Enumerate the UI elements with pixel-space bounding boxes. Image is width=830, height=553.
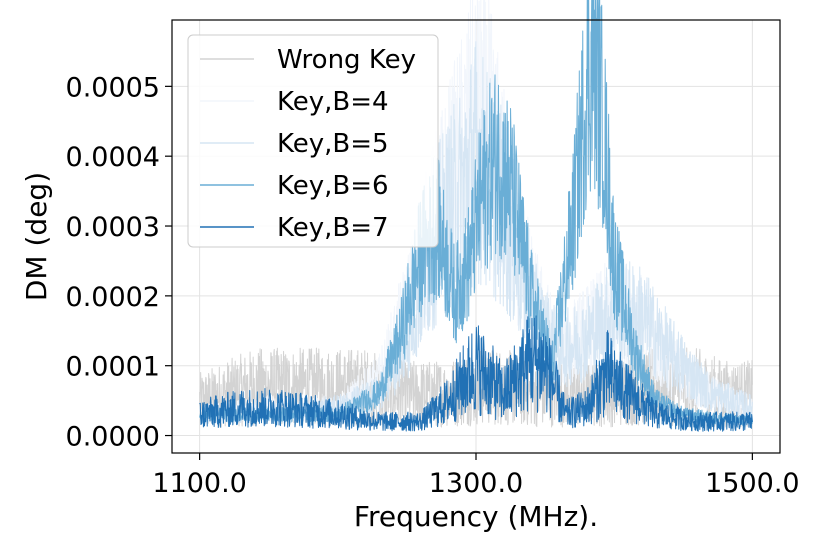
y-tick-label: 0.0005: [66, 72, 160, 103]
legend-entry: Key,B=5: [277, 129, 389, 159]
legend-entry: Key,B=4: [277, 87, 389, 117]
legend-entry: Key,B=7: [277, 213, 389, 243]
y-tick-label: 0.0003: [66, 212, 160, 243]
y-tick-label: 0.0004: [66, 142, 160, 173]
x-axis-label: Frequency (MHz).: [354, 500, 598, 533]
x-tick-label: 1100.0: [152, 468, 246, 499]
x-tick-label: 1300.0: [429, 468, 523, 499]
legend-entry: Wrong Key: [277, 45, 416, 75]
y-axis-label: DM (deg): [20, 172, 53, 301]
legend-entry: Key,B=6: [277, 171, 389, 201]
y-tick-label: 0.0000: [66, 422, 160, 453]
legend: Wrong Key Key,B=4 Key,B=5 Key,B=6 Key,B=7: [187, 34, 439, 248]
series-lines: [199, 0, 753, 432]
x-tick-label: 1500.0: [705, 468, 799, 499]
y-tick-label: 0.0002: [66, 282, 160, 313]
y-tick-label: 0.0001: [66, 352, 160, 383]
axis-ticks: 1100.0 1300.0 1500.0 0.0000 0.0001 0.0002 0.00…: [66, 72, 800, 499]
series-line: [199, 315, 753, 432]
legend-box: [187, 34, 439, 248]
